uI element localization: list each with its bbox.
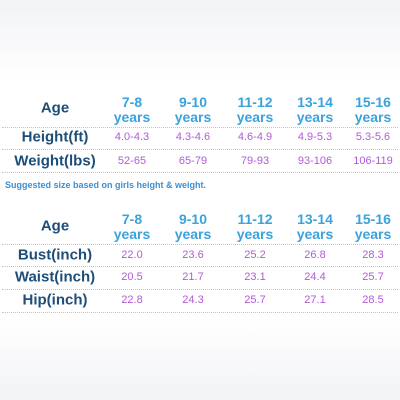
cell-value: 20.5	[121, 271, 143, 283]
row-divider	[2, 127, 398, 128]
cell-value: 106-119	[353, 155, 393, 167]
cell-value: 25.2	[244, 249, 266, 261]
cell-value: 65-79	[178, 155, 208, 167]
row-divider	[2, 266, 398, 267]
age-unit: years	[354, 109, 392, 125]
age-range: 11-12	[237, 211, 273, 227]
age-range: 7-8	[121, 94, 143, 110]
cell-value: 27.1	[304, 294, 326, 306]
age-unit: years	[113, 109, 151, 125]
age-range: 13-14	[297, 211, 333, 227]
row-label: Height(ft)	[21, 128, 89, 146]
age-range: 13-14	[297, 94, 333, 110]
cell-value: 24.4	[304, 271, 326, 283]
age-range: 9-10	[178, 211, 208, 227]
cell-value: 4.6-4.9	[237, 131, 273, 143]
age-unit: years	[174, 109, 212, 125]
cell-value: 23.1	[244, 271, 266, 283]
cell-value: 4.3-4.6	[175, 131, 211, 143]
cell-value: 23.6	[182, 249, 204, 261]
cell-value: 22.8	[121, 294, 143, 306]
row-divider	[2, 172, 398, 173]
age-header: Age	[40, 99, 70, 117]
row-divider	[2, 289, 398, 290]
row-label: Bust(inch)	[17, 246, 93, 264]
age-range: 7-8	[121, 211, 143, 227]
age-range: 9-10	[178, 94, 208, 110]
age-unit: years	[296, 109, 334, 125]
cell-value: 24.3	[182, 294, 204, 306]
cell-value: 25.7	[244, 294, 266, 306]
row-divider	[2, 149, 398, 150]
age-range: 15-16	[355, 211, 391, 227]
cell-value: 26.8	[304, 249, 326, 261]
age-range: 11-12	[237, 94, 273, 110]
cell-value: 4.9-5.3	[297, 131, 333, 143]
cell-value: 28.3	[362, 249, 384, 261]
cell-value: 25.7	[362, 271, 384, 283]
row-label: Weight(lbs)	[14, 152, 96, 170]
cell-value: 22.0	[121, 249, 143, 261]
row-label: Hip(inch)	[22, 291, 88, 309]
age-unit: years	[354, 226, 392, 242]
cell-value: 93-106	[297, 155, 333, 167]
cell-value: 21.7	[182, 271, 204, 283]
age-header: Age	[40, 217, 70, 235]
cell-value: 79-93	[240, 155, 270, 167]
age-unit: years	[236, 109, 274, 125]
cell-value: 5.3-5.6	[355, 131, 391, 143]
age-unit: years	[113, 226, 151, 242]
row-divider	[2, 312, 398, 313]
age-unit: years	[236, 226, 274, 242]
row-label: Waist(inch)	[14, 268, 96, 286]
cell-value: 4.0-4.3	[114, 131, 150, 143]
age-range: 15-16	[355, 94, 391, 110]
cell-value: 52-65	[117, 155, 147, 167]
age-unit: years	[174, 226, 212, 242]
age-unit: years	[296, 226, 334, 242]
cell-value: 28.5	[362, 294, 384, 306]
footnote: Suggested size based on girls height & w…	[5, 180, 207, 190]
row-divider	[2, 244, 398, 245]
